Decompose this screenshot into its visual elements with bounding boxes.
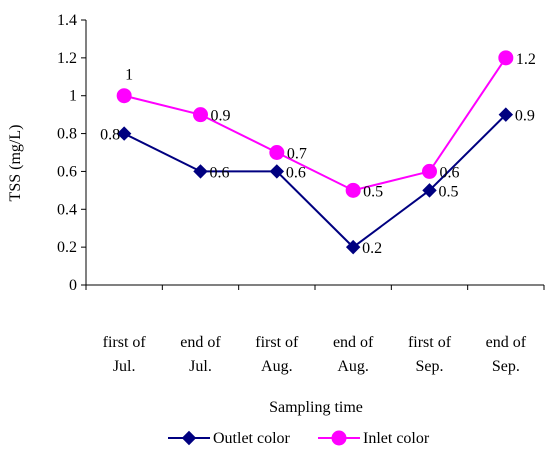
data-label: 0.2 <box>362 240 382 257</box>
y-tick-label: 1.4 <box>57 12 77 29</box>
data-label: 0.5 <box>363 183 383 200</box>
y-tick-label: 0.2 <box>57 239 77 256</box>
y-tick-label: 0.8 <box>57 126 77 143</box>
data-point <box>193 107 208 123</box>
data-point <box>116 88 132 104</box>
data-label: 0.6 <box>210 164 230 181</box>
series-layer <box>116 50 514 255</box>
x-tick-label: end of Jul. <box>180 334 221 375</box>
x-tick-label: first of Aug. <box>255 334 299 375</box>
data-label: 0.8 <box>100 127 120 144</box>
y-tick-label: 0.4 <box>57 201 77 218</box>
data-label: 0.6 <box>440 164 460 181</box>
data-labels: 0.8 0.6 0.6 0.2 0.5 0.9 1 0.9 0.7 0.5 0.6 1.2 <box>100 51 536 257</box>
series-line-inlet-color <box>123 57 507 192</box>
x-tick-label: first of Sep. <box>408 334 452 375</box>
x-tick-label: end of Aug. <box>333 334 374 375</box>
legend-marker <box>181 430 197 446</box>
data-point <box>116 126 132 141</box>
data-label: 0.7 <box>287 146 307 163</box>
series-line-outlet-color <box>123 113 507 249</box>
data-point <box>269 145 285 160</box>
data-point <box>269 164 285 179</box>
x-tick-label: first of Jul. <box>103 334 147 375</box>
x-axis-label: Sampling time <box>269 399 363 416</box>
data-label: 0.5 <box>439 183 459 200</box>
data-point <box>422 183 437 198</box>
data-label: 0.9 <box>211 108 231 125</box>
data-point <box>498 107 514 122</box>
axes: 0 0.2 0.4 0.6 0.8 1 1.2 1.4 first of Jul. end of Ju… <box>57 12 545 375</box>
data-point <box>498 50 514 66</box>
y-tick-label: 0 <box>69 277 77 294</box>
data-label: 0.6 <box>286 164 306 181</box>
data-point <box>345 239 361 255</box>
legend: Outlet color Inlet color <box>168 430 430 447</box>
legend-marker <box>331 430 347 446</box>
data-point <box>422 163 437 179</box>
data-label: 0.9 <box>515 108 535 125</box>
x-tick-label: end of Sep. <box>486 334 527 375</box>
data-label: 1.2 <box>516 51 536 68</box>
data-point <box>193 164 208 179</box>
data-label: 1 <box>125 67 133 84</box>
data-point <box>345 182 361 198</box>
y-tick-label: 1 <box>69 88 77 105</box>
y-tick-label: 0.6 <box>57 163 77 180</box>
y-tick-label: 1.2 <box>57 50 77 67</box>
y-axis-label: TSS (mg/L) <box>7 125 24 202</box>
legend-entry: Inlet color <box>363 430 430 447</box>
legend-entry: Outlet color <box>213 430 291 447</box>
